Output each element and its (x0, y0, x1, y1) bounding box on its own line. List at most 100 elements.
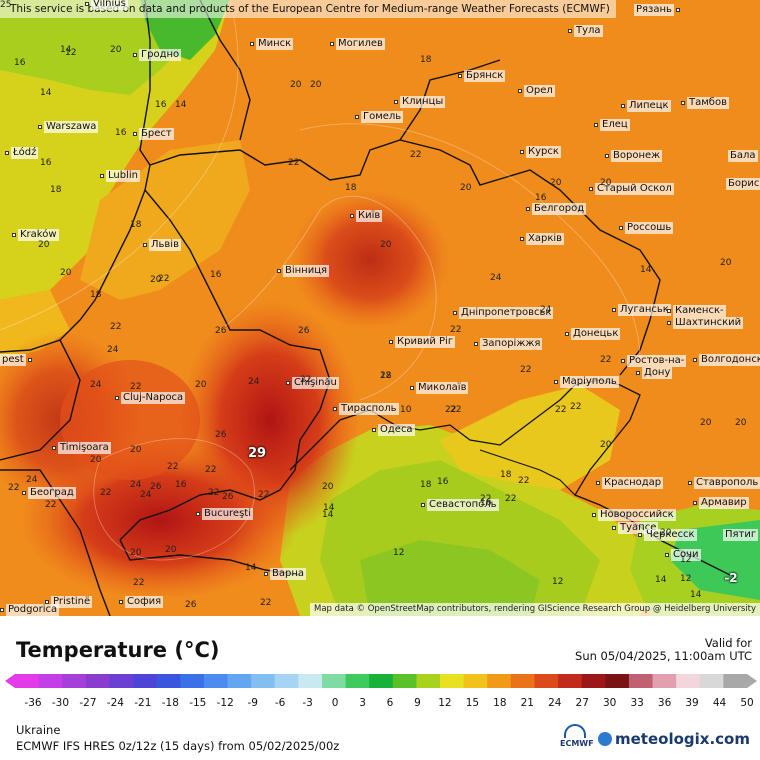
city-name: Севастополь (427, 499, 499, 511)
temperature-value: 26 (215, 326, 227, 336)
city-marker-icon (636, 371, 640, 375)
temperature-value: 24 (90, 380, 102, 390)
ecmwf-arc-icon (564, 724, 586, 738)
temperature-value: 20 (60, 268, 72, 278)
scale-tick-label: 9 (414, 697, 421, 709)
city-marker-icon (394, 100, 398, 104)
scale-tick-label: 3 (359, 697, 366, 709)
city-marker-icon (605, 154, 609, 158)
temperature-value: 25 (0, 0, 12, 10)
scale-tick-label: -6 (274, 697, 286, 709)
temperature-value: 16 (210, 270, 222, 280)
city-name: Łódź (11, 147, 39, 159)
temperature-value: 20 (700, 418, 712, 428)
city-marker-icon (389, 340, 393, 344)
scale-tick-label: 44 (712, 697, 727, 709)
temperature-value: 16 (14, 58, 26, 68)
temperature-value: 18 (420, 480, 432, 490)
scale-right-arrow-icon (747, 674, 757, 688)
temperature-value: 26 (215, 430, 227, 440)
city-marker-icon (264, 572, 268, 576)
city-49: Армавир (693, 497, 749, 509)
temperature-value: 18 (345, 183, 357, 193)
city-name: Варна (270, 568, 307, 580)
city-marker-icon (421, 503, 425, 507)
city-name: Дону (642, 367, 673, 379)
temperature-value: 22 (8, 483, 20, 493)
scale-swatch (676, 674, 701, 688)
city-8: Липецк (621, 100, 671, 112)
temperature-value: 24 (130, 480, 142, 490)
city-marker-icon (119, 600, 123, 604)
city-13: Гомель (355, 111, 404, 123)
temperature-value: 12 (65, 48, 77, 58)
temperature-value: 26 (222, 492, 234, 502)
city-name: Курск (526, 146, 561, 158)
city-name: Новороссийск (598, 509, 676, 521)
city-32: Дніпропетровськ (453, 307, 554, 319)
city-name: Россошь (625, 222, 674, 234)
city-marker-icon (596, 481, 600, 485)
map-attribution[interactable]: Map data © OpenStreetMap contributors, r… (310, 603, 760, 616)
temperature-value: 24 (540, 305, 552, 315)
city-name: Београд (28, 487, 76, 499)
temperature-value: 20 (720, 258, 732, 268)
city-name: Краснодар (602, 477, 664, 489)
temperature-value: 22 (158, 274, 170, 284)
temperature-value: 22 (450, 325, 462, 335)
temperature-value: 22 (260, 598, 272, 608)
city-name: Київ (356, 210, 383, 222)
meteologix-logo[interactable]: meteologix.com (598, 730, 750, 748)
max-temperature-label: 29 (247, 446, 267, 461)
city-name: Bucureşti (202, 508, 253, 520)
temperature-value: 20 (660, 528, 672, 538)
city-name: Миколаїв (416, 382, 469, 394)
scale-swatch (133, 674, 158, 688)
temperature-value: 14 (40, 88, 52, 98)
temperature-value: 22 (600, 355, 612, 365)
city-marker-icon (565, 332, 569, 336)
city-marker-icon (333, 407, 337, 411)
temperature-value: 22 (45, 500, 57, 510)
temperature-value: 24 (490, 273, 502, 283)
city-9: Тамбов (681, 97, 729, 109)
valid-time: Sun 05/04/2025, 11:00am UTC (575, 649, 752, 663)
temperature-value: 24 (107, 345, 119, 355)
temperature-value: 20 (150, 275, 162, 285)
temperature-value: 22 (505, 494, 517, 504)
city-name: Гродно (139, 49, 182, 61)
city-22: Київ (350, 210, 383, 222)
city-marker-icon (85, 2, 89, 6)
city-name: Белгород (532, 203, 587, 215)
scale-swatch (723, 674, 748, 688)
temperature-value: 16 (480, 498, 492, 508)
temperature-value: 22 (300, 375, 312, 385)
scale-tick-label: 0 (331, 697, 339, 709)
temperature-value: 20 (380, 240, 392, 250)
city-1: Рязань (634, 4, 680, 16)
temperature-value: 12 (680, 555, 692, 565)
city-name: София (125, 596, 164, 608)
city-name: Timişoara (58, 442, 111, 454)
scale-swatch (203, 674, 229, 688)
city-marker-icon (372, 428, 376, 432)
city-marker-icon (22, 491, 26, 495)
temperature-value: 14 (655, 575, 667, 585)
city-marker-icon (612, 308, 616, 312)
ecmwf-logo[interactable]: ECMWF (560, 724, 594, 748)
city-30: Каменск- (667, 305, 726, 317)
city-name: Липецк (627, 100, 671, 112)
scale-swatch (180, 674, 205, 688)
temperature-value: 20 (310, 80, 322, 90)
scale-tick-label: 33 (630, 697, 644, 709)
city-name: Воронеж (611, 150, 663, 162)
city-52: Новороссийск (592, 509, 676, 521)
scale-swatch (85, 674, 110, 688)
scale-swatch (345, 674, 370, 688)
temperature-map[interactable]: This service is based on data and produc… (0, 0, 760, 616)
city-marker-icon (688, 481, 692, 485)
scale-swatch (109, 674, 134, 688)
city-name: Брест (139, 128, 174, 140)
city-name: Chişinău (292, 377, 339, 389)
city-21: Борис (726, 178, 760, 190)
